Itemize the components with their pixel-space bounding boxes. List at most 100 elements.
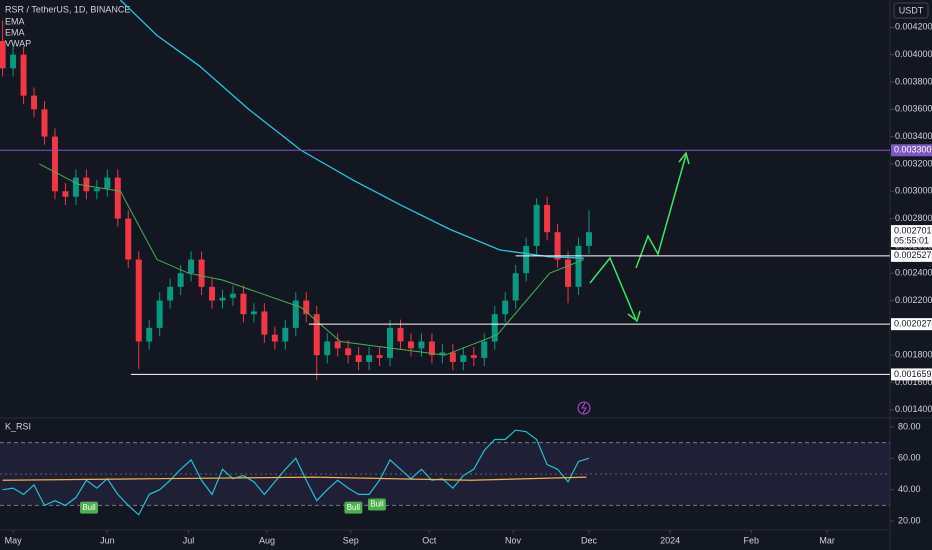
overlay-line: [119, 0, 584, 259]
candle-body: [114, 177, 121, 219]
last-price-label: 0.002701: [894, 225, 932, 235]
level-label-box: [891, 144, 932, 157]
bull-label: Bull: [347, 503, 361, 512]
x-tick-label: Feb: [744, 535, 760, 545]
y-tick-label: 0.001600: [895, 377, 932, 387]
candle-body: [271, 334, 278, 342]
y-tick-label: 20.00: [898, 515, 921, 525]
y-tick-label: 60.00: [898, 453, 921, 463]
candle-body: [135, 259, 142, 342]
countdown-label: 05:55:01: [894, 235, 929, 245]
indicator-label: VWAP: [5, 38, 31, 48]
candle-body: [198, 259, 205, 287]
icon-bolt[interactable]: [581, 402, 587, 414]
x-tick-label: 2024: [660, 535, 680, 545]
replay-icon[interactable]: [577, 401, 591, 415]
candle-body: [397, 327, 404, 342]
level-label-box: [891, 249, 932, 262]
y-tick-label: 0.003200: [895, 158, 932, 168]
candle-body: [491, 314, 498, 342]
candle-body: [355, 355, 362, 362]
rsi-title: K_RSI: [5, 421, 31, 431]
x-tick-label: Jul: [183, 535, 195, 545]
y-tick-label: 0.002200: [895, 295, 932, 305]
candle-body: [345, 348, 352, 356]
icon-circle[interactable]: [577, 401, 591, 415]
y-tick-label: 0.002400: [895, 268, 932, 278]
bull-label: Bull: [82, 503, 96, 512]
y-tick-label: 0.001800: [895, 350, 932, 360]
last-price-box: [891, 225, 932, 248]
indicator-label: EMA: [5, 27, 25, 37]
candle-body: [31, 95, 38, 110]
bull-label-box: [80, 501, 98, 514]
rsi-line: [2, 429, 590, 516]
candle-body: [533, 204, 540, 246]
candle-body: [439, 352, 446, 356]
candle-body: [334, 341, 341, 349]
candle-body: [575, 245, 582, 287]
candle-body: [324, 341, 331, 356]
candle-body: [418, 341, 425, 349]
candle-body: [83, 177, 90, 192]
x-tick-label: Mar: [819, 535, 835, 545]
candle-body: [156, 300, 163, 328]
candle-body: [240, 293, 247, 315]
candle-body: [10, 54, 17, 69]
candle-body: [219, 297, 226, 301]
level-label-box: [891, 368, 932, 381]
x-tick-label: Jun: [100, 535, 115, 545]
y-tick-label: 0.002800: [895, 213, 932, 223]
y-tick-label: 40.00: [898, 484, 921, 494]
y-tick-label: 0.004200: [895, 22, 932, 32]
candle-body: [41, 109, 48, 137]
arrowhead: [627, 310, 641, 323]
candle-body: [62, 191, 69, 197]
candle-body: [376, 355, 383, 358]
candle-body: [523, 245, 530, 274]
x-tick-label: May: [5, 535, 23, 545]
symbol-title: RSR / TetherUS, 1D, BINANCE: [5, 4, 130, 14]
candle-body: [72, 177, 79, 197]
candle-body: [51, 136, 58, 192]
arrowhead: [678, 151, 690, 165]
bull-label: Bull: [370, 500, 384, 509]
candle-body: [188, 259, 195, 274]
bull-label-box: [367, 498, 386, 511]
candle-body: [282, 327, 289, 342]
candle-body: [512, 273, 519, 301]
x-tick-label: Aug: [259, 535, 275, 545]
candle-body: [565, 259, 572, 287]
candle-body: [177, 273, 184, 287]
candle-body: [209, 286, 216, 301]
candle-body: [93, 188, 100, 192]
candle-body: [229, 293, 236, 298]
y-tick-label: 0.003000: [895, 186, 932, 196]
currency-box: [893, 2, 929, 19]
level-label: 0.001659: [894, 369, 932, 379]
level-label: 0.002527: [894, 250, 932, 260]
bull-label-box: [344, 501, 363, 514]
candle-body: [146, 327, 153, 342]
arrow-down: [589, 256, 637, 321]
y-tick-label: 0.003800: [895, 76, 932, 86]
candle-body: [303, 300, 310, 315]
candle-body: [387, 327, 394, 358]
candle-body: [544, 204, 551, 233]
y-tick-label: 80.00: [898, 421, 921, 431]
arrow-up: [635, 154, 687, 269]
level-label-box: [891, 318, 932, 331]
candle-body: [0, 40, 6, 69]
candle-body: [313, 314, 320, 356]
indicator-label: EMA: [5, 16, 25, 26]
y-tick-label: 0.003400: [895, 131, 932, 141]
currency-label: USDT: [899, 5, 924, 15]
candle-body: [167, 286, 174, 301]
candle-body: [470, 355, 477, 358]
candle-body: [428, 341, 435, 356]
x-tick-label: Sep: [343, 535, 359, 545]
candle-body: [460, 355, 467, 362]
